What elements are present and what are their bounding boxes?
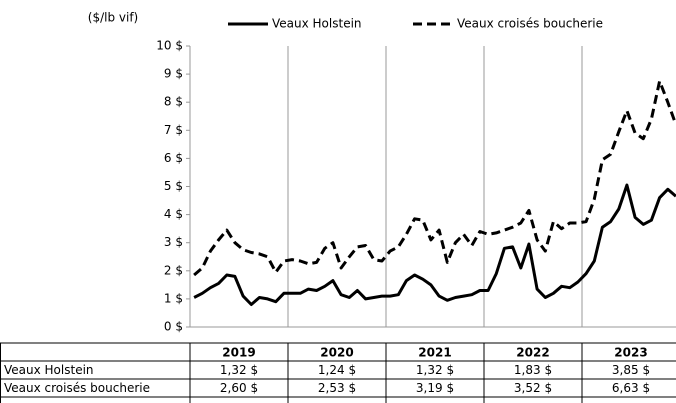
- y-tick-label: 4 $: [164, 207, 183, 221]
- series-line: [193, 79, 676, 277]
- y-tick-label: 1 $: [164, 291, 183, 305]
- y-tick-label: 6 $: [164, 151, 183, 165]
- legend-label: Veaux Holstein: [272, 17, 362, 31]
- table-header: 2022: [516, 346, 549, 360]
- table-row-label: Veaux Holstein: [4, 363, 94, 377]
- series-line: [193, 183, 676, 306]
- y-tick-label: 5 $: [164, 179, 183, 193]
- table-cell: 2,60 $: [220, 381, 258, 395]
- table-cell: 3,85 $: [612, 363, 650, 377]
- y-tick-label: 2 $: [164, 263, 183, 277]
- table-header: 2023: [614, 346, 647, 360]
- y-tick-label: 7 $: [164, 123, 183, 137]
- table-cell: 1,83 $: [514, 363, 552, 377]
- table-cell: 3,19 $: [416, 381, 454, 395]
- y-tick-label: 0 $: [164, 320, 183, 334]
- y-tick-label: 9 $: [164, 67, 183, 81]
- legend-label: Veaux croisés boucherie: [457, 17, 603, 31]
- table-cell: 3,52 $: [514, 381, 552, 395]
- table-header: 2021: [418, 346, 451, 360]
- table-cell: 6,63 $: [612, 381, 650, 395]
- y-tick-label: 3 $: [164, 235, 183, 249]
- table-cell: 1,32 $: [220, 363, 258, 377]
- table-header: 2020: [320, 346, 353, 360]
- table-cell: 1,24 $: [318, 363, 356, 377]
- table-header: 2019: [222, 346, 255, 360]
- y-tick-label: 10 $: [156, 39, 183, 53]
- table-cell: 1,32 $: [416, 363, 454, 377]
- table-cell: 2,53 $: [318, 381, 356, 395]
- table-row-label: Veaux croisés boucherie: [4, 381, 150, 395]
- data-table: 2019 2020 2021 2022 2023 Veaux Holstein 1,32 $…: [0, 342, 676, 403]
- y-tick-label: 8 $: [164, 95, 183, 109]
- y-axis-label: ($/lb vif): [88, 11, 138, 25]
